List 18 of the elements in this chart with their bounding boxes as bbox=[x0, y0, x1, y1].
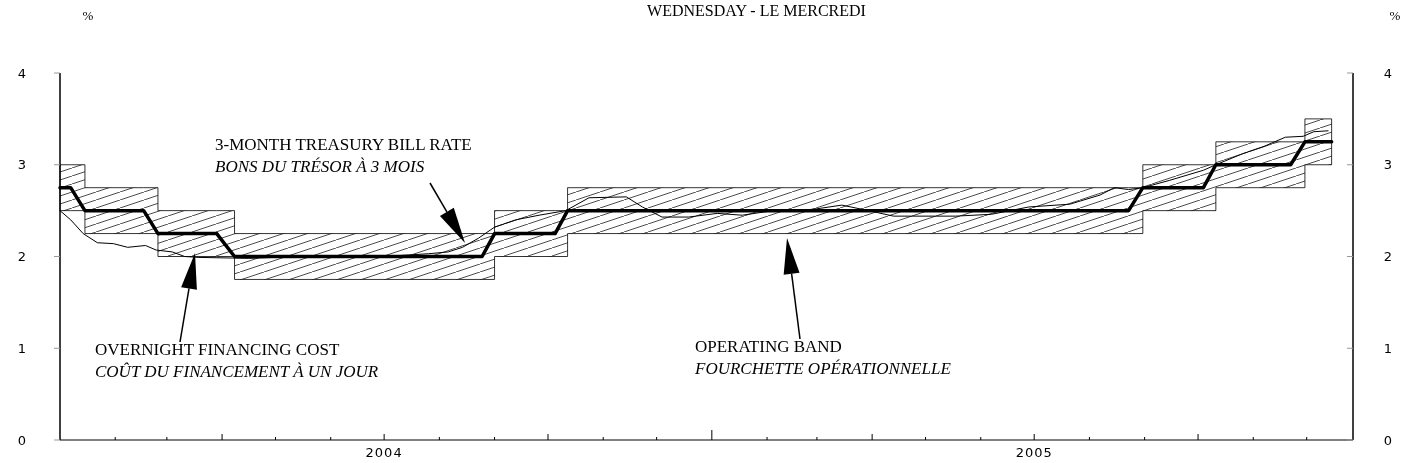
y2-tick-label: 3 bbox=[1383, 157, 1393, 173]
y-tick-label: 2 bbox=[17, 249, 27, 265]
x-tick-label: 2005 bbox=[1015, 445, 1053, 460]
y-axis-title: % bbox=[82, 8, 94, 23]
annotation: 3-MONTH TREASURY BILL RATE BONS DU TRÉSOR À 3 MOIS bbox=[215, 135, 472, 176]
y2-tick-label: 1 bbox=[1383, 340, 1393, 356]
x-tick-label: 2004 bbox=[365, 445, 403, 460]
chart-title: WEDNESDAY - LE MERCREDI bbox=[647, 2, 866, 19]
y2-tick-label: 2 bbox=[1383, 249, 1393, 265]
y2-axis-title: % bbox=[1389, 8, 1401, 23]
y-tick-label: 3 bbox=[17, 157, 27, 173]
y-tick-label: 1 bbox=[17, 340, 27, 356]
y-tick-label: 0 bbox=[17, 432, 27, 448]
y2-tick-label: 0 bbox=[1383, 432, 1393, 448]
annotation: OVERNIGHT FINANCING COST COÛT DU FINANCEMENT À UN JOUR bbox=[95, 340, 379, 381]
y2-tick-label: 4 bbox=[1383, 65, 1393, 81]
annotation: OPERATING BAND FOURCHETTE OPÉRATIONNELLE bbox=[694, 337, 952, 378]
y-tick-label: 4 bbox=[17, 65, 27, 81]
